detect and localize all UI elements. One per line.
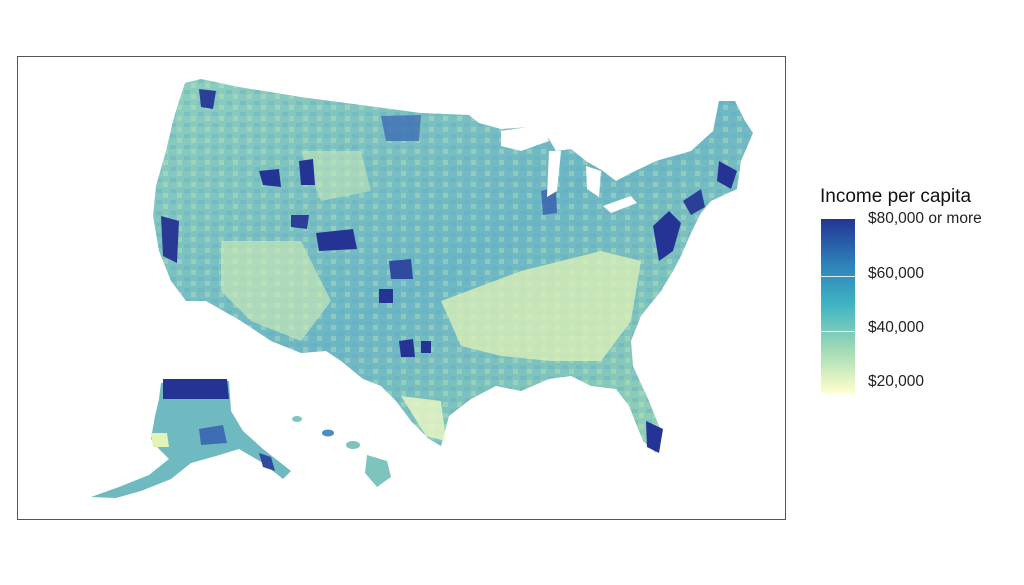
low-income-southeast xyxy=(441,251,641,361)
contiguous-us-region xyxy=(153,79,753,453)
hawaii-oahu xyxy=(322,429,334,437)
hawaii-big-island xyxy=(365,455,391,487)
us-county-income-map xyxy=(91,79,753,498)
alaska-shape xyxy=(91,381,291,498)
mid-high-north-dakota xyxy=(381,115,421,141)
high-income-county xyxy=(259,169,281,187)
high-income-county xyxy=(421,341,431,353)
legend-tick xyxy=(821,331,855,332)
high-income-county xyxy=(299,159,315,185)
high-income-county xyxy=(379,289,393,303)
high-income-miami xyxy=(646,421,663,453)
mid-high-anchorage xyxy=(199,425,227,445)
legend: Income per capita $80,000 or more $60,00… xyxy=(820,186,1020,406)
legend-label-20000: $20,000 xyxy=(868,373,925,390)
lake-erie xyxy=(603,196,637,213)
high-income-seattle xyxy=(199,89,216,109)
legend-label-40000: $40,000 xyxy=(868,319,925,336)
high-income-dc xyxy=(653,211,681,261)
legend-color-bar xyxy=(821,219,855,393)
legend-label-60000: $60,000 xyxy=(868,265,925,282)
alaska-region xyxy=(91,379,291,498)
high-income-bay-area xyxy=(161,216,179,263)
high-income-juneau xyxy=(259,453,275,471)
low-income-mountain xyxy=(301,151,371,201)
high-income-north-slope xyxy=(163,379,229,399)
low-income-south-texas xyxy=(401,396,446,441)
high-income-county xyxy=(389,259,413,279)
lake-huron xyxy=(586,166,601,197)
hawaii-maui xyxy=(346,441,360,449)
low-income-southwest xyxy=(221,241,331,341)
legend-title: Income per capita xyxy=(820,186,972,207)
legend-tick xyxy=(821,276,855,277)
hawaii-region xyxy=(292,416,391,487)
high-income-county xyxy=(399,339,415,357)
lake-superior xyxy=(501,125,549,151)
mid-high-chicago xyxy=(541,187,557,215)
low-income-bethel xyxy=(151,433,169,447)
lake-michigan xyxy=(547,151,561,197)
legend-label-80000: $80,000 or more xyxy=(868,210,982,227)
high-income-county xyxy=(291,215,309,229)
high-income-boston xyxy=(717,161,737,189)
high-income-nyc xyxy=(683,189,705,215)
map-panel xyxy=(17,56,786,520)
hawaii-kauai xyxy=(292,416,302,422)
high-income-denver xyxy=(316,229,357,251)
